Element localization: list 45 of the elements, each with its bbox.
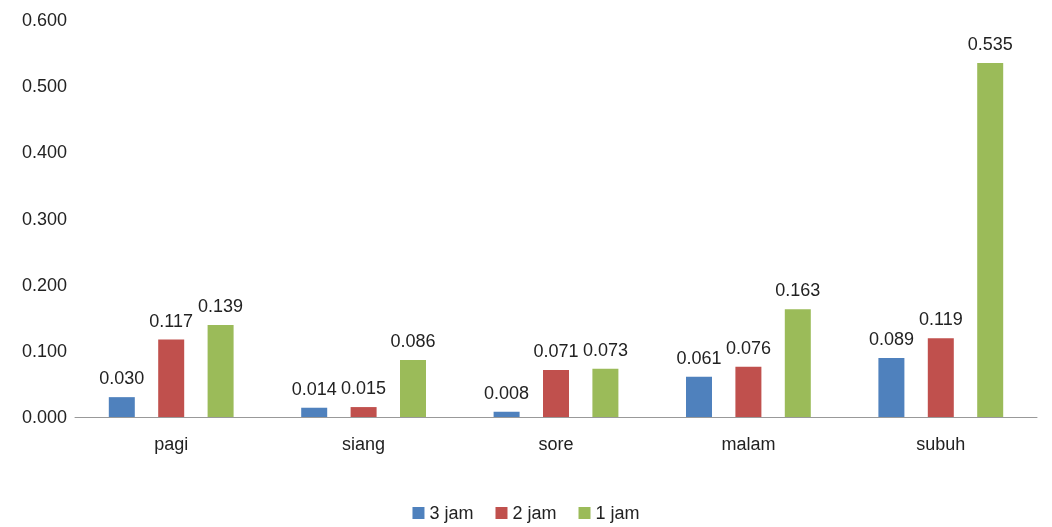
- text: 0.163: [775, 280, 821, 301]
- text: 0.535: [967, 34, 1013, 55]
- bar: [784, 309, 811, 417]
- bar: [207, 325, 234, 417]
- x-tick-label: siang: [342, 434, 386, 454]
- text: 0.076: [725, 337, 771, 358]
- bar: [735, 366, 762, 417]
- text: 0.089: [868, 329, 914, 350]
- text: 0.086: [390, 331, 436, 352]
- text: 0.008: [484, 382, 530, 403]
- x-tick-label: malam: [721, 434, 776, 454]
- bar: [686, 376, 712, 417]
- text: 0.119: [918, 309, 963, 330]
- bar: [977, 63, 1004, 417]
- text: 0.117: [149, 310, 194, 331]
- y-tick-label: 0.600: [21, 10, 67, 30]
- legend-label: 1 jam: [595, 503, 640, 523]
- legend-label: 3 jam: [429, 503, 474, 523]
- text: 0.014: [291, 378, 337, 399]
- y-tick-label: 0.100: [21, 340, 67, 361]
- y-tick-label: 0.000: [21, 407, 67, 427]
- bar: [108, 397, 135, 417]
- bar: [592, 368, 619, 417]
- bar: [927, 338, 954, 417]
- x-tick-label: subuh: [916, 434, 966, 454]
- bar: [350, 407, 377, 417]
- y-tick-label: 0.500: [21, 76, 67, 97]
- text: 0.139: [198, 296, 244, 317]
- legend-label: 2 jam: [512, 503, 557, 523]
- x-tick-label: pagi: [154, 434, 189, 454]
- y-tick-label: 0.400: [21, 142, 67, 163]
- text: 0.073: [582, 339, 628, 360]
- text: 0.030: [99, 368, 145, 389]
- text: 0.071: [533, 341, 579, 362]
- bar: [493, 411, 520, 417]
- x-tick-label: sore: [538, 434, 574, 454]
- y-tick-label: 0.300: [21, 208, 67, 229]
- bar: [158, 339, 185, 417]
- y-tick-label: 0.200: [21, 274, 67, 295]
- bar: [301, 407, 328, 417]
- text: 0.061: [676, 347, 722, 368]
- text: 0.015: [341, 378, 387, 399]
- bar: [400, 360, 426, 417]
- bar: [878, 358, 905, 417]
- bar: [543, 370, 569, 417]
